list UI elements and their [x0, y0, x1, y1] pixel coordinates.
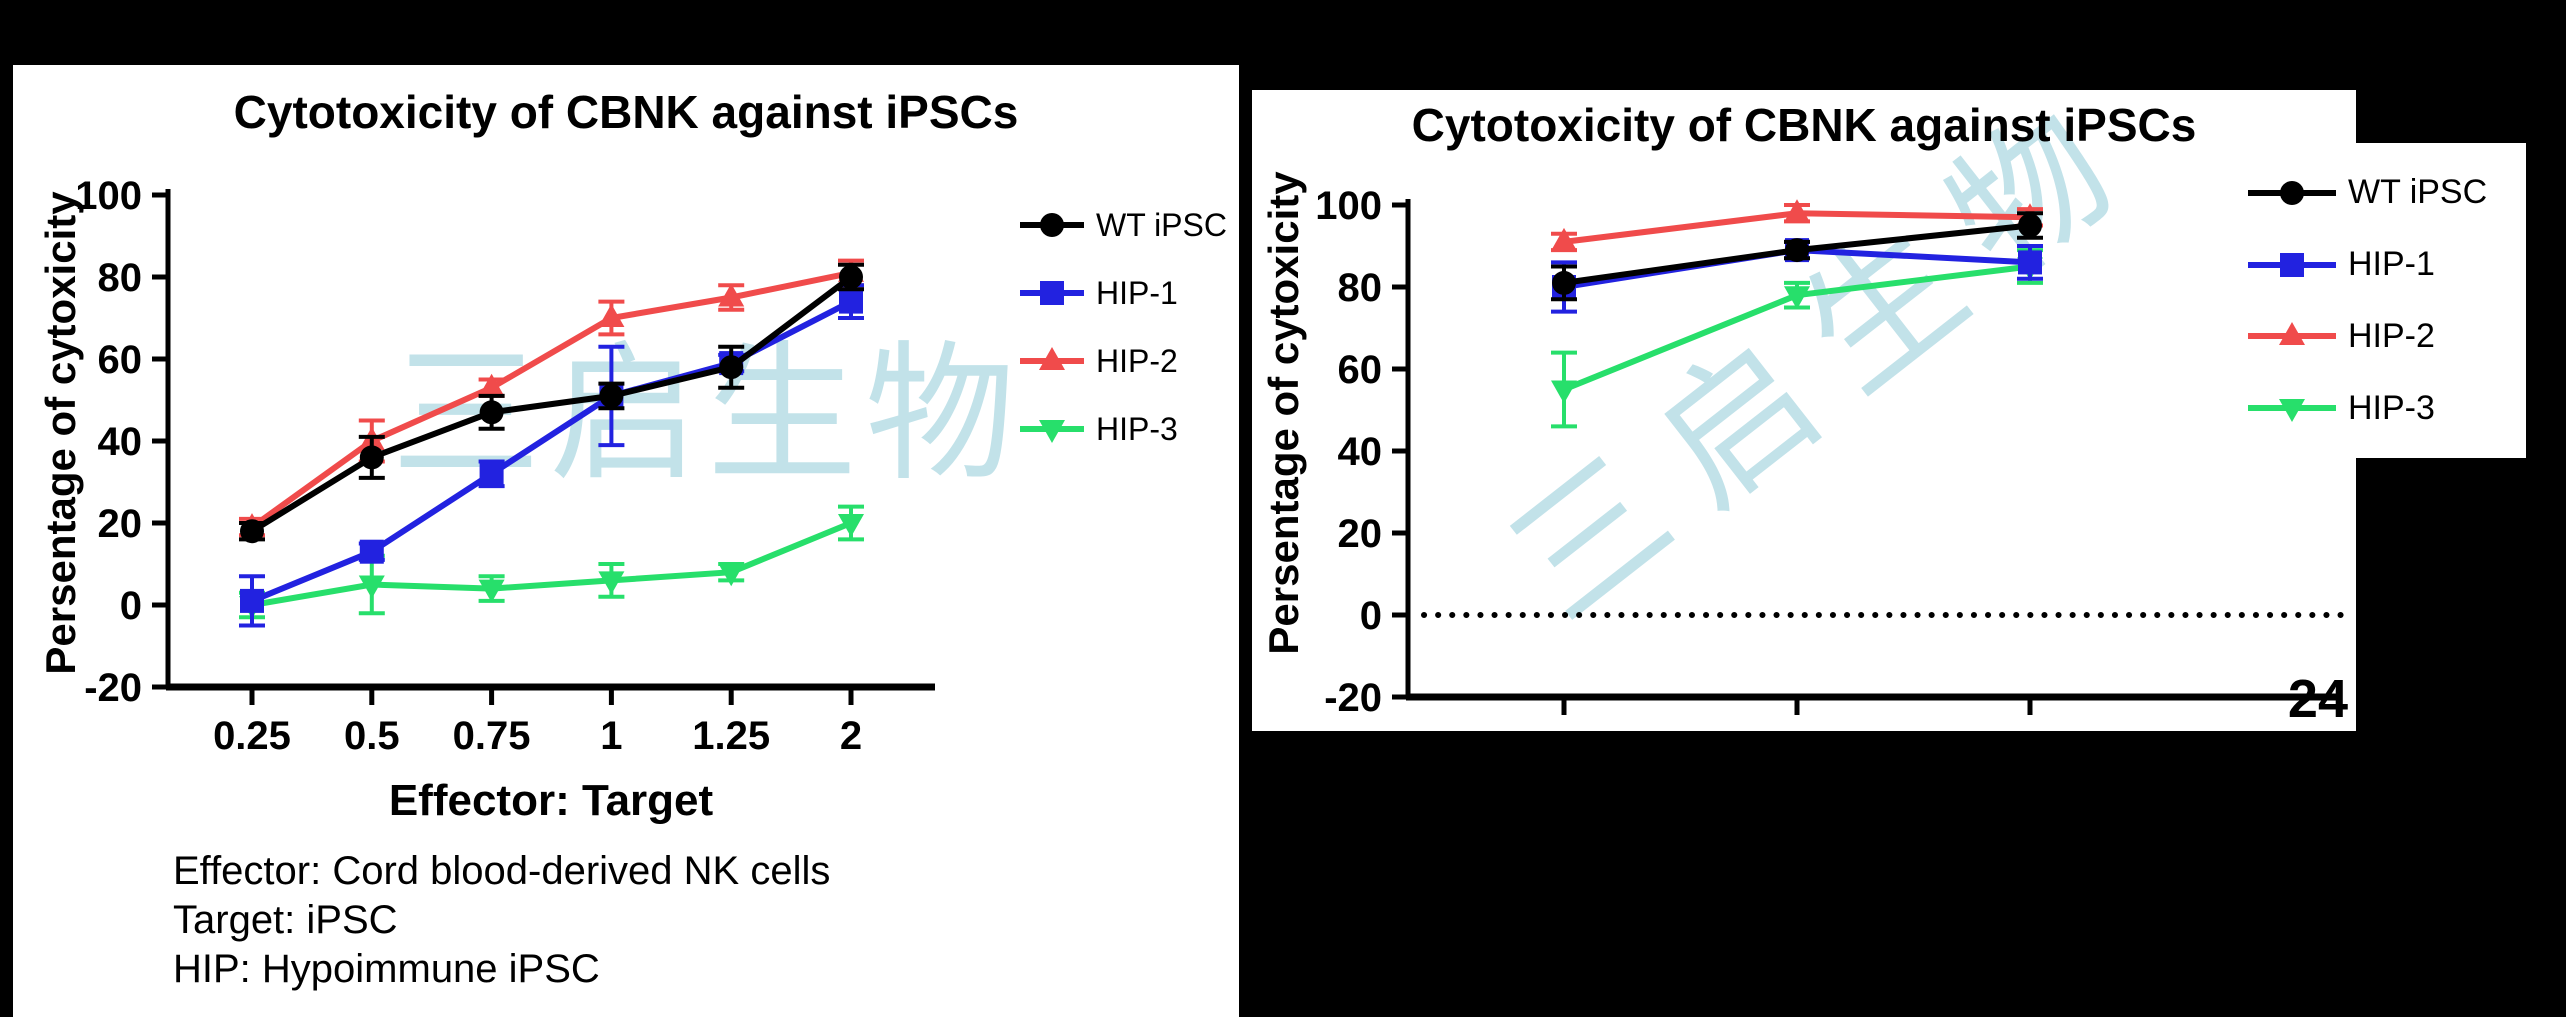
marker-triangle-up: [2279, 322, 2305, 346]
legend-marker-icon: [1020, 420, 1084, 443]
x-tick-label: 1: [600, 714, 622, 758]
marker-square: [2018, 250, 2042, 275]
x-tick-label: 0.5: [344, 714, 400, 758]
right-chart-plot: -20 0 20 40 60 80 100: [1315, 184, 2347, 720]
x-tick-label: 2: [840, 714, 862, 758]
left-chart-panel: Cytotoxicity of CBNK against iPSCs Perse…: [13, 65, 1239, 1017]
y-tick-label: 100: [75, 174, 142, 218]
page-number: 24: [2287, 669, 2348, 729]
marker-triangle-down: [1784, 286, 1810, 310]
x-tick-label: 0.75: [453, 714, 531, 758]
marker-triangle-up: [718, 283, 745, 307]
y-tick-label: 80: [98, 256, 143, 300]
legend-item-hip-3: HIP-3: [1018, 395, 1227, 463]
legend-marker-icon: [2248, 322, 2336, 346]
left-chart-legend: WT iPSC HIP-1 HIP-2 HIP-3: [1018, 191, 1227, 463]
marker-circle: [839, 265, 863, 289]
y-tick-label: 60: [1338, 348, 1383, 392]
legend-marker-icon: [2248, 180, 2336, 205]
marker-square: [359, 539, 384, 564]
footnote-block: Effector: Cord blood-derived NK cells Ta…: [173, 847, 830, 994]
marker-triangle-down: [838, 514, 864, 537]
marker-triangle-down: [1039, 420, 1065, 443]
legend-label: WT iPSC: [2348, 173, 2488, 212]
marker-circle: [359, 445, 384, 470]
marker-circle: [719, 355, 744, 380]
legend-label: HIP-2: [1096, 342, 1178, 379]
legend-marker-icon: [1020, 347, 1084, 370]
footnote-line-target: Target: iPSC: [173, 898, 398, 942]
y-tick-label: 80: [1338, 266, 1383, 310]
legend-label: HIP-2: [2348, 316, 2435, 355]
y-tick-label: -20: [1324, 676, 1382, 720]
series-line-HIP-3: [251, 520, 853, 608]
marker-triangle-down: [718, 563, 745, 587]
marker-square: [240, 588, 264, 613]
marker-square: [2280, 252, 2304, 277]
marker-circle: [2280, 180, 2304, 205]
legend-label: HIP-3: [1096, 410, 1178, 447]
legend-label: HIP-1: [1096, 274, 1178, 311]
marker-triangle-up: [1551, 227, 1577, 251]
legend-label: HIP-3: [2348, 388, 2435, 427]
y-tick-label: 60: [98, 338, 143, 382]
marker-triangle-up: [478, 373, 505, 397]
left-chart-title: Cytotoxicity of CBNK against iPSCs: [233, 86, 1019, 138]
y-tick-label: 20: [1338, 512, 1383, 556]
right-chart-panel: Cytotoxicity of CBNK against iPSCs Perse…: [1252, 60, 2356, 731]
marker-triangle-down: [598, 571, 625, 595]
y-tick-label: 20: [98, 502, 143, 546]
legend-item-wt-ipsc: WT iPSC: [1018, 191, 1227, 259]
y-tick-label: 0: [1360, 594, 1382, 638]
marker-triangle-down: [358, 575, 385, 599]
right-chart-legend-box: WT iPSC HIP-1 HIP-2 HIP-3: [2240, 143, 2526, 458]
legend-marker-icon: [2248, 399, 2336, 423]
marker-triangle-up: [598, 304, 625, 327]
legend-marker-icon: [1020, 213, 1084, 237]
marker-circle: [479, 400, 504, 425]
y-tick-label: 40: [98, 420, 143, 464]
marker-triangle-up: [1784, 199, 1810, 223]
x-tick-label: 0.25: [213, 714, 291, 758]
marker-square: [1040, 281, 1064, 305]
y-tick-label: 100: [1315, 184, 1382, 228]
left-x-axis-title: Effector: Target: [388, 776, 714, 825]
legend-item-hip-2: HIP-2: [2240, 314, 2526, 358]
legend-item-wt-ipsc: WT iPSC: [2240, 171, 2526, 215]
legend-marker-icon: [1020, 281, 1084, 305]
x-tick-label: 1.25: [692, 714, 770, 758]
marker-circle: [2018, 213, 2042, 238]
footnote-line-hip: HIP: Hypoimmune iPSC: [173, 947, 600, 991]
marker-triangle-down: [2279, 399, 2305, 423]
y-tick-label: 40: [1338, 430, 1383, 474]
legend-marker-icon: [2248, 252, 2336, 277]
marker-triangle-down: [478, 579, 505, 603]
marker-circle: [1785, 238, 1809, 263]
y-tick-label: 0: [120, 584, 142, 628]
legend-item-hip-1: HIP-1: [2240, 243, 2526, 287]
legend-item-hip-1: HIP-1: [1018, 259, 1227, 327]
marker-triangle-up: [1039, 347, 1065, 370]
series-line-HIP-2: [250, 269, 852, 530]
legend-item-hip-3: HIP-3: [2240, 386, 2526, 430]
footnote-line-effector: Effector: Cord blood-derived NK cells: [173, 849, 831, 893]
y-tick-label: -20: [84, 666, 142, 710]
legend-label: WT iPSC: [1096, 206, 1227, 243]
left-chart-plot: -20 0 20 40 60 80 100 0.25 0.5 0.75 1 1.25 2: [75, 174, 935, 758]
right-chart-title: Cytotoxicity of CBNK against iPSCs: [1411, 99, 2197, 151]
marker-circle: [1040, 213, 1064, 237]
marker-circle: [599, 383, 624, 408]
marker-triangle-down: [1551, 380, 1577, 404]
left-y-axis-title: Persentage of cytoxicity: [37, 191, 84, 675]
marker-square: [839, 289, 863, 314]
marker-circle: [240, 519, 264, 544]
right-y-axis-title: Persentage of cytoxicity: [1260, 171, 1307, 655]
legend-label: HIP-1: [2348, 245, 2435, 284]
marker-circle: [1552, 270, 1576, 295]
marker-square: [479, 461, 504, 486]
legend-item-hip-2: HIP-2: [1018, 327, 1227, 395]
series-line-WT iPSC: [250, 274, 853, 534]
